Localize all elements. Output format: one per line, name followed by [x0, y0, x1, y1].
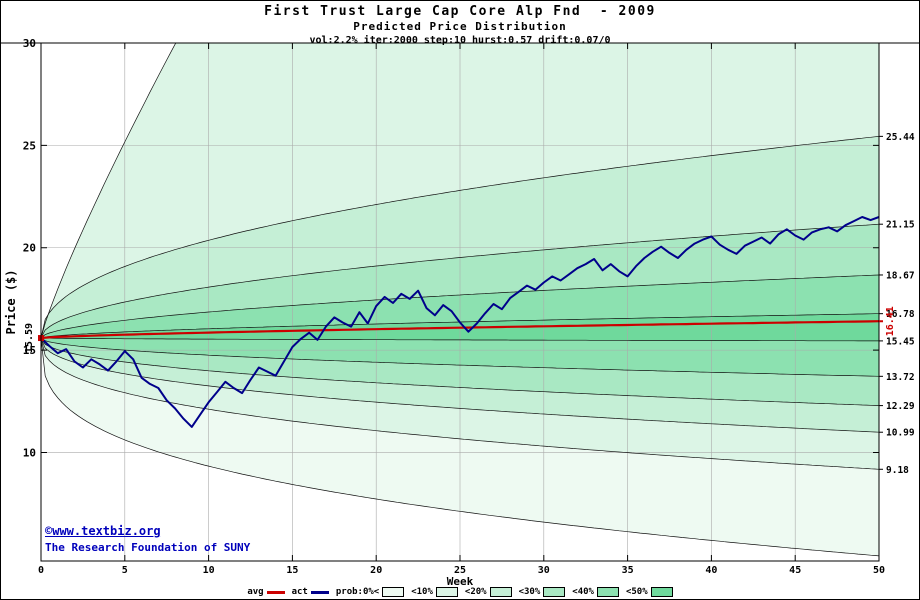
- svg-text:10.99: 10.99: [886, 428, 915, 439]
- svg-text:25: 25: [23, 139, 36, 152]
- chart-title: First Trust Large Cap Core Alp Fnd - 200…: [264, 4, 656, 19]
- legend-label-act: act: [291, 587, 308, 597]
- svg-text:9.18: 9.18: [886, 465, 909, 476]
- legend-swatch-act: [310, 590, 329, 594]
- svg-text:30: 30: [23, 37, 36, 50]
- copyright-block: ©www.textbiz.org The Research Foundation…: [45, 524, 250, 554]
- svg-text:5: 5: [122, 565, 128, 576]
- legend-swatch-prob-0: [382, 587, 405, 597]
- copyright-link[interactable]: ©www.textbiz.org: [45, 524, 161, 538]
- svg-text:15.59: 15.59: [24, 323, 35, 353]
- chart-parameters: vol:2.2% iter:2000 step:10 hurst:0.57 dr…: [309, 35, 611, 46]
- svg-text:15: 15: [23, 344, 36, 357]
- svg-text:10: 10: [203, 565, 215, 576]
- legend-label-prob-30: <30%: [518, 587, 541, 597]
- svg-text:35: 35: [622, 565, 634, 576]
- legend-swatch-avg: [266, 590, 285, 594]
- copyright-org: The Research Foundation of SUNY: [45, 541, 251, 554]
- svg-text:18.67: 18.67: [886, 270, 915, 281]
- svg-text:13.72: 13.72: [886, 372, 915, 383]
- legend: avg act prob:0%< <10% <20% <30% <40% <50%: [1, 587, 919, 597]
- legend-label-prob-20: <20%: [464, 587, 487, 597]
- svg-text:30: 30: [538, 565, 550, 576]
- svg-text:16.41: 16.41: [885, 306, 896, 336]
- svg-text:21.15: 21.15: [886, 220, 915, 231]
- svg-text:25.44: 25.44: [886, 132, 915, 143]
- svg-text:16.78: 16.78: [886, 309, 915, 320]
- chart-subtitle: Predicted Price Distribution: [353, 20, 567, 33]
- svg-text:50: 50: [873, 565, 885, 576]
- legend-item-prob-20: <20%: [465, 587, 512, 597]
- legend-label-prob-0: prob:0%<: [335, 587, 380, 597]
- legend-item-prob-30: <30%: [519, 587, 566, 597]
- legend-swatch-prob-30: [543, 587, 566, 597]
- legend-item-prob-0: prob:0%<: [335, 587, 405, 597]
- svg-text:45: 45: [789, 565, 801, 576]
- legend-item-act: act: [292, 587, 329, 597]
- legend-swatch-prob-50: [650, 587, 673, 597]
- svg-text:15: 15: [286, 565, 298, 576]
- legend-swatch-prob-20: [489, 587, 512, 597]
- svg-text:12.29: 12.29: [886, 401, 915, 412]
- svg-text:15.45: 15.45: [886, 336, 915, 347]
- legend-item-prob-10: <10%: [411, 587, 458, 597]
- legend-item-avg: avg: [247, 587, 285, 597]
- svg-text:10: 10: [23, 446, 36, 459]
- legend-item-prob-50: <50%: [626, 587, 673, 597]
- legend-item-prob-40: <40%: [572, 587, 619, 597]
- legend-label-prob-10: <10%: [411, 587, 433, 597]
- x-axis-title: Week: [446, 575, 474, 588]
- legend-swatch-prob-40: [596, 587, 619, 597]
- legend-label-prob-40: <40%: [572, 587, 594, 597]
- svg-text:0: 0: [38, 565, 44, 576]
- svg-text:25: 25: [454, 565, 466, 576]
- title-block: First Trust Large Cap Core Alp Fnd - 200…: [1, 4, 919, 46]
- legend-label-avg: avg: [247, 587, 264, 597]
- svg-text:20: 20: [370, 565, 382, 576]
- svg-text:Price ($): Price ($): [4, 269, 18, 334]
- legend-label-prob-50: <50%: [625, 587, 648, 597]
- svg-text:40: 40: [705, 565, 717, 576]
- svg-text:20: 20: [23, 242, 36, 255]
- legend-swatch-prob-10: [435, 587, 458, 597]
